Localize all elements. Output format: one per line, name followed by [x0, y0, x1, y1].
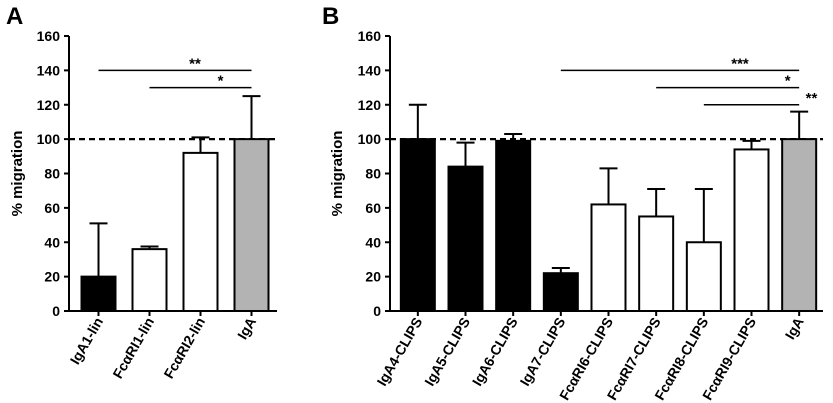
bar: [495, 139, 532, 312]
y-tick-label: 80: [44, 166, 60, 182]
panel-label: A: [6, 3, 23, 30]
bar: [542, 272, 579, 312]
y-tick-label: 140: [37, 62, 61, 78]
significance-label: ***: [731, 55, 749, 72]
panel-label: B: [322, 3, 339, 30]
bar: [399, 138, 436, 312]
bar: [781, 138, 818, 312]
bar: [131, 248, 168, 312]
significance-label: *: [785, 73, 791, 90]
x-tick-label: IgA1-lin: [67, 315, 107, 367]
y-tick-label: 40: [44, 234, 60, 250]
bar: [685, 241, 722, 312]
x-tick-label: FcαRI2-lin: [160, 315, 208, 382]
y-tick-label: 20: [44, 269, 60, 285]
bar: [733, 148, 770, 312]
y-tick-label: 100: [37, 131, 61, 147]
y-axis-title: % migration: [329, 131, 346, 217]
significance-label: *: [218, 73, 224, 90]
y-tick-label: 160: [37, 28, 61, 44]
bar: [590, 203, 627, 312]
x-tick-label: IgA7-CLIPS: [516, 315, 568, 389]
y-tick-label: 140: [358, 62, 382, 78]
y-tick-label: 0: [52, 303, 60, 319]
y-tick-label: 120: [37, 97, 61, 113]
y-axis-title: % migration: [9, 131, 26, 217]
bar: [638, 215, 675, 312]
x-tick-label: IgA5-CLIPS: [421, 315, 473, 389]
bar: [182, 151, 219, 312]
y-tick-label: 80: [365, 166, 381, 182]
bar: [447, 165, 484, 312]
x-tick-label: IgA: [234, 315, 259, 343]
y-tick-label: 20: [365, 269, 381, 285]
significance-label: **: [189, 55, 201, 72]
y-tick-label: 120: [358, 97, 382, 113]
bar: [80, 275, 117, 312]
y-tick-label: 100: [358, 131, 382, 147]
x-tick-label: FcαRI1-lin: [109, 315, 157, 382]
y-tick-label: 40: [365, 234, 381, 250]
significance-label: **: [806, 90, 818, 107]
bar: [233, 138, 270, 312]
y-tick-label: 60: [365, 200, 381, 216]
y-tick-label: 0: [373, 303, 381, 319]
x-tick-label: IgA4-CLIPS: [373, 315, 425, 389]
y-tick-label: 160: [358, 28, 382, 44]
y-tick-label: 60: [44, 200, 60, 216]
x-tick-label: IgA6-CLIPS: [469, 315, 521, 389]
x-tick-label: IgA: [782, 315, 807, 343]
